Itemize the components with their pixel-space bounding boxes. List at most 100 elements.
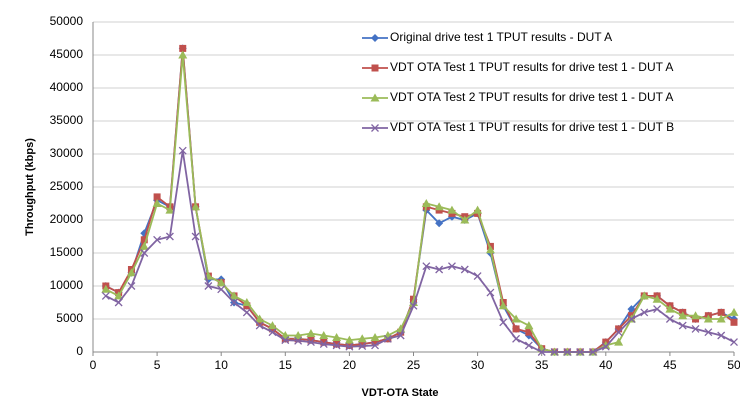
x-tick-label: 40 bbox=[599, 358, 613, 372]
x-tick-label: 10 bbox=[215, 358, 229, 372]
x-tick-label: 25 bbox=[407, 358, 421, 372]
point bbox=[717, 308, 725, 316]
point bbox=[550, 348, 559, 356]
y-tick-label: 0 bbox=[76, 344, 83, 358]
legend-label: VDT OTA Test 2 TPUT results for drive te… bbox=[390, 90, 673, 104]
point bbox=[486, 288, 495, 297]
y-tick-label: 45000 bbox=[50, 47, 84, 61]
point bbox=[307, 336, 315, 344]
point bbox=[242, 298, 252, 306]
point bbox=[152, 199, 162, 207]
point bbox=[230, 298, 238, 307]
point bbox=[293, 331, 303, 339]
point bbox=[485, 245, 495, 254]
point bbox=[511, 314, 521, 323]
legend-label: VDT OTA Test 1 TPUT results for drive te… bbox=[390, 120, 674, 134]
point bbox=[229, 291, 239, 300]
x-tick-label: 20 bbox=[343, 358, 357, 372]
point bbox=[678, 311, 688, 320]
point bbox=[345, 342, 354, 351]
point bbox=[153, 193, 161, 201]
point bbox=[255, 314, 265, 323]
point bbox=[537, 348, 546, 356]
point bbox=[576, 348, 585, 356]
y-tick-label: 15000 bbox=[50, 245, 84, 259]
point bbox=[614, 328, 623, 337]
point bbox=[512, 334, 521, 343]
point bbox=[421, 199, 431, 207]
point bbox=[139, 241, 149, 250]
point bbox=[370, 332, 380, 341]
point bbox=[140, 249, 149, 257]
x-tick-label: 0 bbox=[90, 358, 97, 372]
point bbox=[704, 328, 713, 337]
point bbox=[435, 265, 444, 274]
y-tick-label: 10000 bbox=[50, 278, 84, 292]
x-tick-label: 35 bbox=[535, 358, 549, 372]
point bbox=[730, 338, 738, 347]
point bbox=[589, 348, 597, 356]
point bbox=[191, 232, 200, 241]
point bbox=[652, 294, 662, 303]
point bbox=[178, 146, 187, 155]
point bbox=[614, 337, 624, 346]
y-tick-label: 25000 bbox=[50, 179, 84, 193]
point bbox=[627, 315, 636, 323]
point bbox=[396, 331, 405, 340]
point bbox=[653, 305, 662, 314]
point bbox=[332, 332, 342, 341]
point bbox=[383, 334, 392, 343]
point bbox=[178, 50, 188, 59]
point bbox=[665, 304, 675, 313]
point bbox=[601, 342, 610, 351]
point bbox=[691, 324, 700, 333]
x-tick-label: 45 bbox=[663, 358, 677, 372]
legend-marker bbox=[371, 34, 379, 42]
point bbox=[204, 282, 213, 290]
point bbox=[101, 284, 111, 293]
point bbox=[101, 291, 110, 300]
y-tick-label: 30000 bbox=[50, 146, 84, 160]
point bbox=[255, 321, 264, 330]
point bbox=[615, 325, 623, 333]
point bbox=[216, 278, 226, 287]
point bbox=[165, 205, 175, 214]
point bbox=[140, 236, 148, 244]
y-axis-label: Throughput (kbps) bbox=[24, 138, 36, 236]
point bbox=[448, 262, 456, 271]
point bbox=[729, 307, 739, 316]
point bbox=[127, 282, 136, 290]
point bbox=[703, 314, 713, 323]
point bbox=[153, 235, 162, 244]
point bbox=[217, 285, 226, 294]
x-tick-label: 30 bbox=[471, 358, 485, 372]
point bbox=[435, 219, 444, 228]
point bbox=[639, 291, 649, 300]
x-tick-label: 15 bbox=[279, 358, 293, 372]
point bbox=[524, 341, 533, 350]
point bbox=[371, 341, 379, 350]
point bbox=[371, 338, 379, 346]
point bbox=[294, 336, 303, 345]
point bbox=[179, 44, 187, 52]
point bbox=[473, 205, 483, 214]
legend-marker bbox=[371, 124, 379, 132]
point bbox=[524, 321, 534, 330]
point bbox=[460, 265, 469, 274]
x-axis-label: VDT-OTA State bbox=[361, 387, 438, 399]
point bbox=[114, 298, 123, 307]
point bbox=[281, 336, 290, 345]
legend-label: VDT OTA Test 1 TPUT results for drive te… bbox=[390, 60, 673, 74]
point bbox=[320, 338, 328, 346]
point bbox=[563, 348, 572, 356]
point bbox=[512, 325, 520, 333]
point bbox=[730, 318, 738, 326]
point bbox=[473, 272, 482, 281]
point bbox=[114, 291, 124, 300]
point bbox=[691, 311, 701, 320]
point bbox=[409, 301, 418, 310]
y-tick-label: 50000 bbox=[50, 14, 84, 28]
point bbox=[242, 308, 251, 317]
point bbox=[434, 202, 444, 211]
